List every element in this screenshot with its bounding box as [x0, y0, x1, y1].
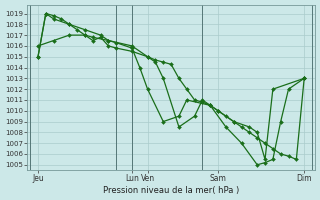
X-axis label: Pression niveau de la mer( hPa ): Pression niveau de la mer( hPa ) — [103, 186, 239, 195]
